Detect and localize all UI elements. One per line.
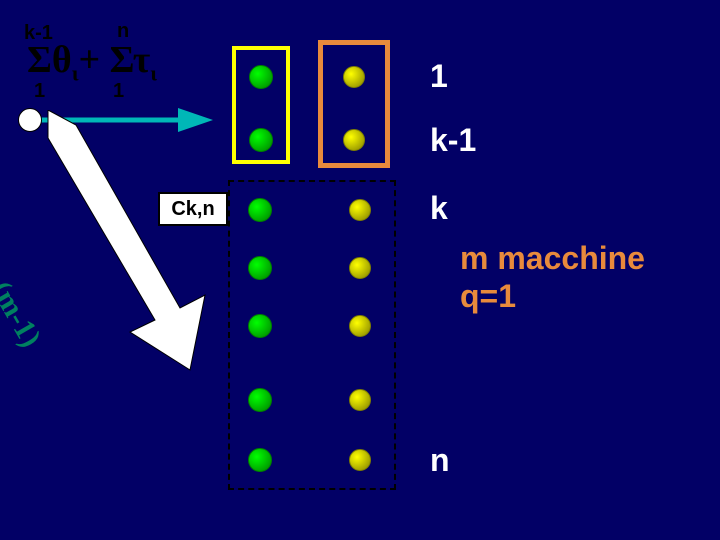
green-dot-d1 xyxy=(248,198,272,222)
yellow-dot-d5 xyxy=(349,449,371,471)
yellow-dot-d1 xyxy=(349,199,371,221)
yellow-dot-o2 xyxy=(343,129,365,151)
green-dot-d5 xyxy=(248,448,272,472)
yellow-dot-d2 xyxy=(349,257,371,279)
diagram-canvas: k-1nΣθι+ Στι11 Fk,n(m-1)Ck,n1k-1knm macc… xyxy=(0,0,720,540)
green-dot-d3 xyxy=(248,314,272,338)
label-1: 1 xyxy=(430,58,448,95)
yellow-dot-o1 xyxy=(343,66,365,88)
green-dot-y2 xyxy=(249,128,273,152)
label-k-1: k-1 xyxy=(430,122,476,159)
yellow-dot-d3 xyxy=(349,315,371,337)
formula-main: Σθι+ Στι xyxy=(27,38,157,87)
green-dot-d2 xyxy=(248,256,272,280)
green-dot-d4 xyxy=(248,388,272,412)
label-k: k xyxy=(430,190,448,227)
ckn-box: Ck,n xyxy=(158,192,228,226)
yellow-dot-d4 xyxy=(349,389,371,411)
label-n: n xyxy=(430,442,450,479)
label-m-macchine: m macchine xyxy=(460,240,645,277)
label-q1: q=1 xyxy=(460,278,516,315)
green-dot-y1 xyxy=(249,65,273,89)
